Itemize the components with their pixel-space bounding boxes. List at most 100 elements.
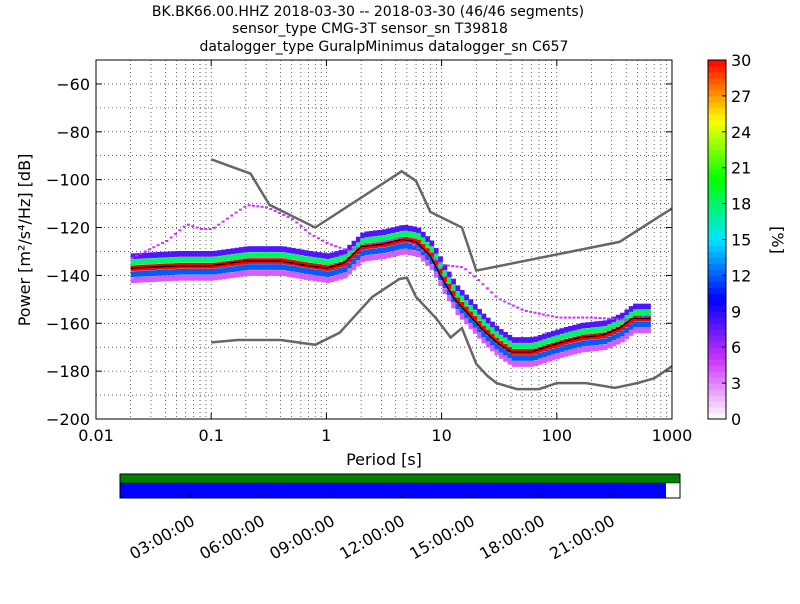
- secondary-density-cell: [559, 316, 563, 319]
- colorbar-tick-label: 30: [731, 51, 751, 70]
- density-cell: [455, 285, 461, 292]
- density-cell: [555, 341, 560, 348]
- secondary-density-cell: [498, 298, 502, 301]
- density-cell: [390, 227, 396, 234]
- density-cell: [429, 264, 435, 271]
- density-cell: [438, 280, 443, 287]
- density-cell: [403, 248, 409, 255]
- secondary-density-cell: [481, 283, 485, 286]
- y-tick-label: −60: [56, 75, 90, 94]
- secondary-density-cell: [464, 268, 468, 271]
- secondary-density-cell: [264, 206, 268, 209]
- density-cell: [529, 355, 534, 361]
- density-cell: [234, 265, 240, 272]
- data-bar: [120, 483, 666, 498]
- secondary-density-cell: [529, 310, 533, 313]
- secondary-density-cell: [537, 312, 541, 315]
- density-cell: [589, 339, 595, 346]
- density-cell: [516, 337, 521, 343]
- density-cell: [204, 268, 210, 275]
- colorbar-segment: [708, 137, 726, 145]
- secondary-density-cell: [329, 243, 333, 246]
- secondary-density-cell: [182, 225, 186, 228]
- secondary-density-cell: [598, 317, 602, 320]
- secondary-density-cell: [607, 317, 611, 320]
- density-cell: [347, 262, 352, 269]
- density-cell: [472, 304, 478, 310]
- density-cell: [325, 271, 331, 277]
- density-cell: [191, 250, 197, 257]
- density-cell: [256, 252, 262, 258]
- colorbar-segment: [708, 347, 726, 354]
- secondary-density-cell: [416, 247, 420, 250]
- density-cell: [230, 272, 236, 279]
- density-cell: [368, 254, 374, 261]
- density-cell: [182, 274, 188, 281]
- density-cell: [195, 268, 201, 275]
- density-cell: [646, 321, 651, 328]
- colorbar-segment: [708, 209, 726, 217]
- density-cell: [646, 303, 651, 310]
- density-cell: [503, 337, 508, 344]
- secondary-density-cell: [230, 214, 234, 217]
- density-cell: [373, 236, 378, 243]
- colorbar-segment: [708, 167, 726, 175]
- density-cell: [472, 316, 478, 322]
- density-cell: [204, 256, 210, 263]
- density-cell: [347, 250, 352, 257]
- secondary-density-cell: [260, 205, 264, 208]
- density-cell: [581, 346, 586, 353]
- density-cell: [468, 305, 474, 312]
- density-cell: [303, 274, 309, 280]
- density-cell: [152, 270, 158, 276]
- density-cell: [568, 343, 573, 350]
- density-cell: [195, 256, 201, 263]
- density-cell: [152, 276, 158, 282]
- density-cell: [416, 239, 422, 246]
- density-cell: [498, 347, 504, 353]
- density-cell: [633, 327, 638, 334]
- density-cell: [624, 333, 630, 340]
- density-cell: [459, 295, 465, 302]
- density-cell: [412, 250, 417, 257]
- density-cell: [225, 272, 231, 279]
- colorbar-segment: [708, 239, 726, 246]
- secondary-density-cell: [524, 309, 528, 312]
- density-cell: [143, 270, 149, 277]
- colorbar-segment: [708, 119, 726, 127]
- density-cell: [364, 249, 370, 256]
- density-cell: [498, 329, 504, 335]
- density-cell: [628, 318, 634, 324]
- density-cell: [373, 248, 378, 255]
- colorbar-segment: [708, 275, 726, 282]
- density-cell: [602, 326, 608, 333]
- secondary-density-cell: [355, 246, 359, 249]
- secondary-density-cell: [169, 236, 173, 239]
- colorbar-segment: [708, 149, 726, 157]
- density-cell: [390, 245, 396, 251]
- density-cell: [282, 246, 288, 253]
- density-cell: [420, 237, 426, 244]
- secondary-density-cell: [637, 316, 641, 319]
- density-cell: [160, 269, 166, 276]
- density-cell: [568, 325, 573, 332]
- density-cell: [442, 282, 448, 289]
- density-cell: [321, 252, 326, 259]
- secondary-density-cell: [381, 240, 385, 243]
- data-coverage-bar: 03:00:0006:00:0009:00:0012:00:0015:00:00…: [119, 473, 681, 563]
- density-cell: [572, 348, 578, 355]
- density-cell: [377, 229, 383, 236]
- density-cell: [303, 256, 309, 262]
- secondary-density-cell: [446, 264, 450, 267]
- density-cell: [355, 254, 361, 261]
- density-cell: [143, 258, 149, 265]
- density-cell: [191, 274, 197, 281]
- density-cell: [217, 250, 223, 256]
- y-tick-label: −200: [46, 410, 90, 429]
- density-cell: [308, 268, 313, 275]
- density-cell: [607, 336, 612, 343]
- density-cell: [425, 248, 430, 254]
- density-cell: [533, 336, 539, 343]
- density-cell: [563, 326, 569, 333]
